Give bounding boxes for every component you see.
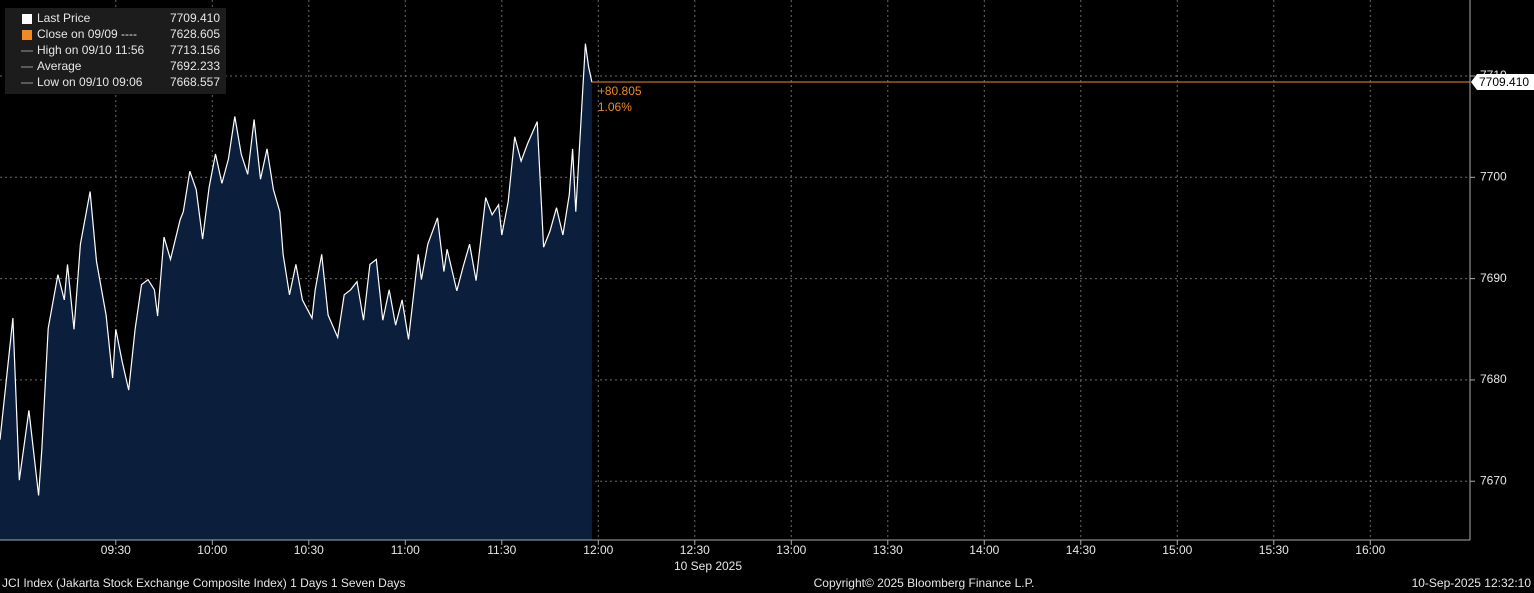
- footer-center: Copyright© 2025 Bloomberg Finance L.P.: [814, 576, 1035, 590]
- legend-label: High on 09/10 11:56: [37, 43, 145, 57]
- x-tick-label: 12:30: [680, 543, 710, 557]
- footer-right: 10-Sep-2025 12:32:10: [1412, 576, 1532, 590]
- legend-swatch: [22, 30, 32, 40]
- last-price-label: 7709.410: [1479, 75, 1529, 89]
- x-sublabel: 10 Sep 2025: [674, 559, 742, 573]
- x-tick-label: 13:00: [776, 543, 806, 557]
- x-tick-label: 09:30: [101, 543, 131, 557]
- legend-label: Low on 09/10 09:06: [37, 75, 143, 89]
- x-tick-label: 12:00: [583, 543, 613, 557]
- area-fill: [0, 43, 592, 540]
- annotation: +80.805: [598, 84, 642, 98]
- annotation: 1.06%: [598, 100, 632, 114]
- x-tick-label: 15:00: [1162, 543, 1192, 557]
- legend-value: 7713.156: [170, 43, 220, 57]
- legend-value: 7628.605: [170, 27, 220, 41]
- last-price-tag: [1471, 73, 1534, 90]
- x-tick-label: 11:00: [391, 543, 420, 557]
- legend-value: 7668.557: [170, 75, 220, 89]
- y-tick-label: 7680: [1480, 372, 1507, 386]
- y-tick-label: 7690: [1480, 271, 1507, 285]
- x-tick-label: 10:30: [294, 543, 324, 557]
- x-tick-label: 16:00: [1355, 543, 1385, 557]
- x-tick-label: 13:30: [873, 543, 903, 557]
- legend-label: Average: [37, 59, 82, 73]
- footer-left: JCI Index (Jakarta Stock Exchange Compos…: [2, 576, 406, 590]
- legend-value: 7692.233: [170, 59, 220, 73]
- y-tick-label: 7670: [1480, 473, 1507, 487]
- price-line: [0, 43, 593, 496]
- legend-box: [5, 8, 226, 94]
- x-tick-label: 10:00: [197, 543, 227, 557]
- legend-label: Last Price: [37, 11, 91, 25]
- legend-value: 7709.410: [170, 11, 220, 25]
- x-tick-label: 15:30: [1259, 543, 1289, 557]
- legend-swatch: [22, 14, 32, 24]
- x-tick-label: 11:30: [487, 543, 516, 557]
- y-tick-label: 7700: [1480, 169, 1507, 183]
- legend-label: Close on 09/09 ----: [37, 27, 137, 41]
- x-tick-label: 14:00: [969, 543, 999, 557]
- x-tick-label: 14:30: [1066, 543, 1096, 557]
